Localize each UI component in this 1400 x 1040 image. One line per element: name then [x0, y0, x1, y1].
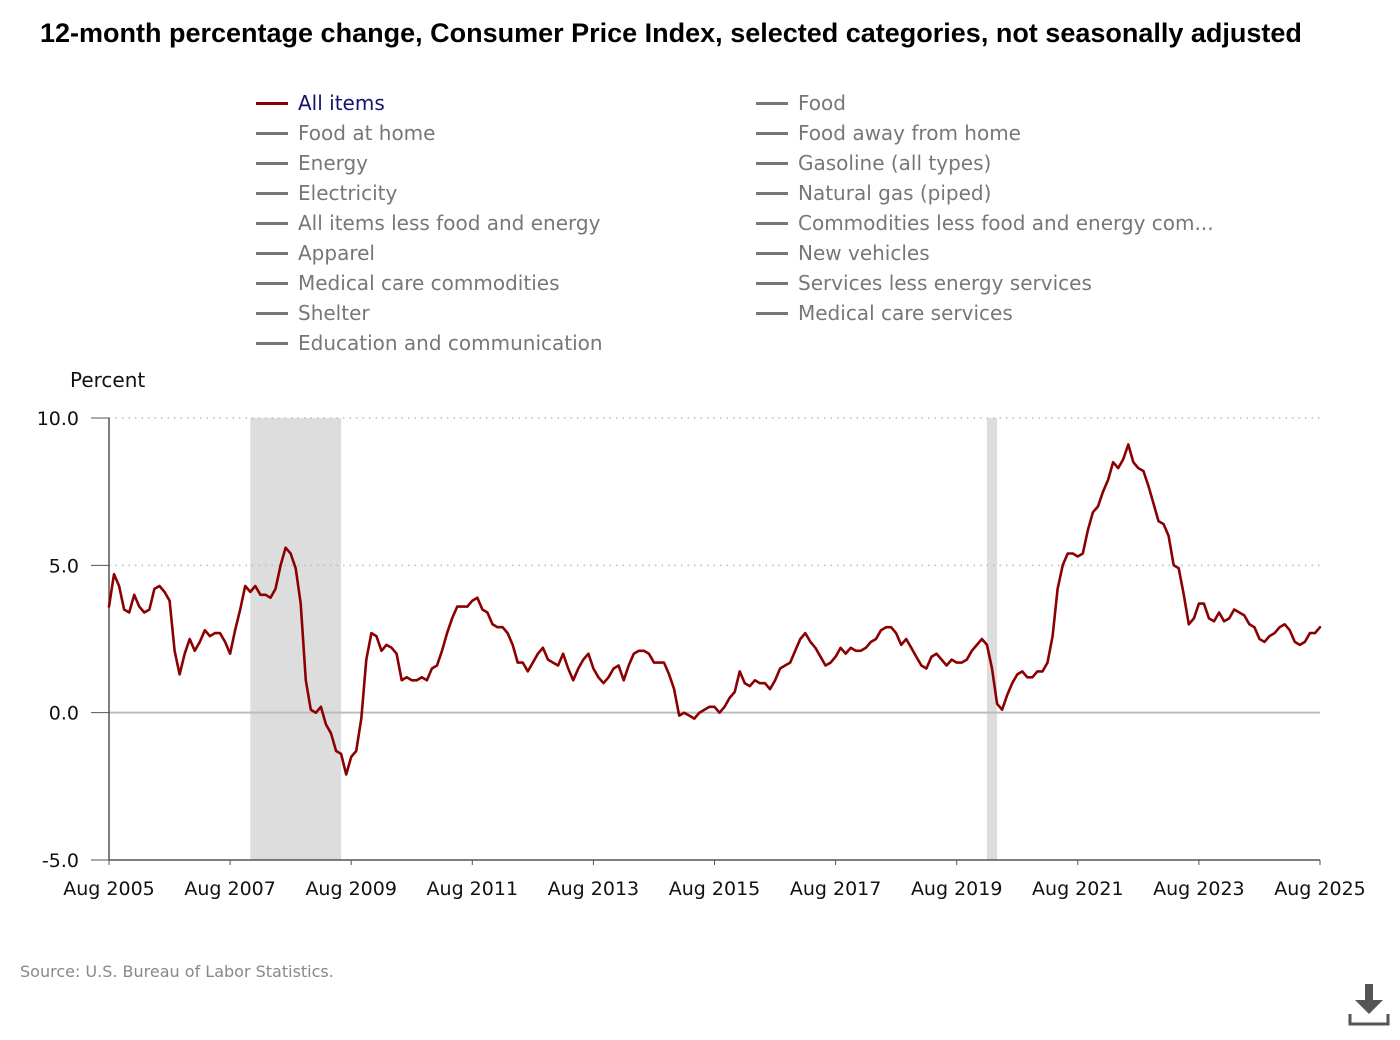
legend-label: All items less food and energy: [298, 211, 601, 235]
legend-swatch: [756, 131, 788, 135]
y-tick-label: 10.0: [37, 408, 79, 430]
legend-swatch: [256, 191, 288, 195]
legend-item[interactable]: New vehicles: [756, 238, 930, 268]
legend-label: New vehicles: [798, 241, 930, 265]
legend-label: All items: [298, 91, 385, 115]
legend-item[interactable]: Education and communication: [256, 328, 603, 358]
x-tick-label: Aug 2019: [911, 878, 1003, 900]
y-tick-label: -5.0: [42, 850, 79, 872]
y-tick-label: 5.0: [49, 555, 79, 577]
legend-label: Education and communication: [298, 331, 603, 355]
recession-band: [986, 418, 998, 860]
legend-swatch: [756, 281, 788, 285]
x-tick-label: Aug 2009: [305, 878, 397, 900]
legend-swatch: [256, 131, 288, 135]
legend-swatch: [756, 311, 788, 315]
legend-swatch: [756, 161, 788, 165]
legend-swatch: [256, 161, 288, 165]
legend-label: Medical care services: [798, 301, 1013, 325]
legend-item[interactable]: Energy: [256, 148, 368, 178]
y-axis-label: Percent: [70, 368, 145, 392]
legend-item[interactable]: Natural gas (piped): [756, 178, 991, 208]
chart-title: 12-month percentage change, Consumer Pri…: [40, 18, 1302, 48]
legend-swatch: [256, 221, 288, 225]
legend-item[interactable]: Commodities less food and energy com...: [756, 208, 1214, 238]
x-tick-label: Aug 2011: [427, 878, 519, 900]
x-tick-label: Aug 2017: [790, 878, 882, 900]
legend-label: Food at home: [298, 121, 436, 145]
legend-item[interactable]: Medical care services: [756, 298, 1013, 328]
legend-swatch: [256, 101, 288, 105]
legend-label: Electricity: [298, 181, 398, 205]
download-icon[interactable]: [1346, 980, 1392, 1030]
legend-swatch: [756, 191, 788, 195]
legend-item[interactable]: Food at home: [256, 118, 435, 148]
legend-swatch: [756, 221, 788, 225]
legend-swatch: [756, 101, 788, 105]
legend-label: Energy: [298, 151, 369, 175]
y-tick-label: 0.0: [49, 703, 79, 725]
legend-label: Apparel: [298, 241, 375, 265]
legend-swatch: [256, 341, 288, 345]
legend-label: Natural gas (piped): [798, 181, 992, 205]
legend-item[interactable]: Shelter: [256, 298, 370, 328]
legend-item[interactable]: Food: [756, 88, 846, 118]
legend-item[interactable]: Medical care commodities: [256, 268, 559, 298]
legend-label: Commodities less food and energy com...: [798, 211, 1214, 235]
legend-item[interactable]: Services less energy services: [756, 268, 1092, 298]
x-tick-label: Aug 2013: [548, 878, 640, 900]
legend-label: Gasoline (all types): [798, 151, 992, 175]
legend-swatch: [256, 281, 288, 285]
legend-item[interactable]: All items: [256, 88, 385, 118]
legend-item[interactable]: All items less food and energy: [256, 208, 600, 238]
legend-label: Food away from home: [798, 121, 1021, 145]
recession-band: [250, 418, 342, 860]
legend-item[interactable]: Apparel: [256, 238, 375, 268]
source-note: Source: U.S. Bureau of Labor Statistics.: [20, 962, 334, 981]
legend-label: Shelter: [298, 301, 370, 325]
legend-item[interactable]: Food away from home: [756, 118, 1021, 148]
legend-swatch: [256, 311, 288, 315]
legend-item[interactable]: Electricity: [256, 178, 397, 208]
legend-swatch: [756, 251, 788, 255]
legend-swatch: [256, 251, 288, 255]
legend-item[interactable]: Gasoline (all types): [756, 148, 991, 178]
legend-label: Services less energy services: [798, 271, 1092, 295]
x-tick-label: Aug 2021: [1032, 878, 1124, 900]
x-tick-label: Aug 2005: [63, 878, 155, 900]
x-tick-label: Aug 2023: [1153, 878, 1245, 900]
line-chart: 10.0 5.0 0.0 -5.0 Percent Aug 2005 Aug 2007 Aug…: [37, 368, 1366, 900]
x-tick-label: Aug 2015: [669, 878, 761, 900]
legend-label: Food: [798, 91, 846, 115]
x-tick-label: Aug 2007: [184, 878, 276, 900]
x-tick-label: Aug 2025: [1274, 878, 1366, 900]
legend-label: Medical care commodities: [298, 271, 560, 295]
series-line-all-items[interactable]: [107, 443, 1322, 776]
